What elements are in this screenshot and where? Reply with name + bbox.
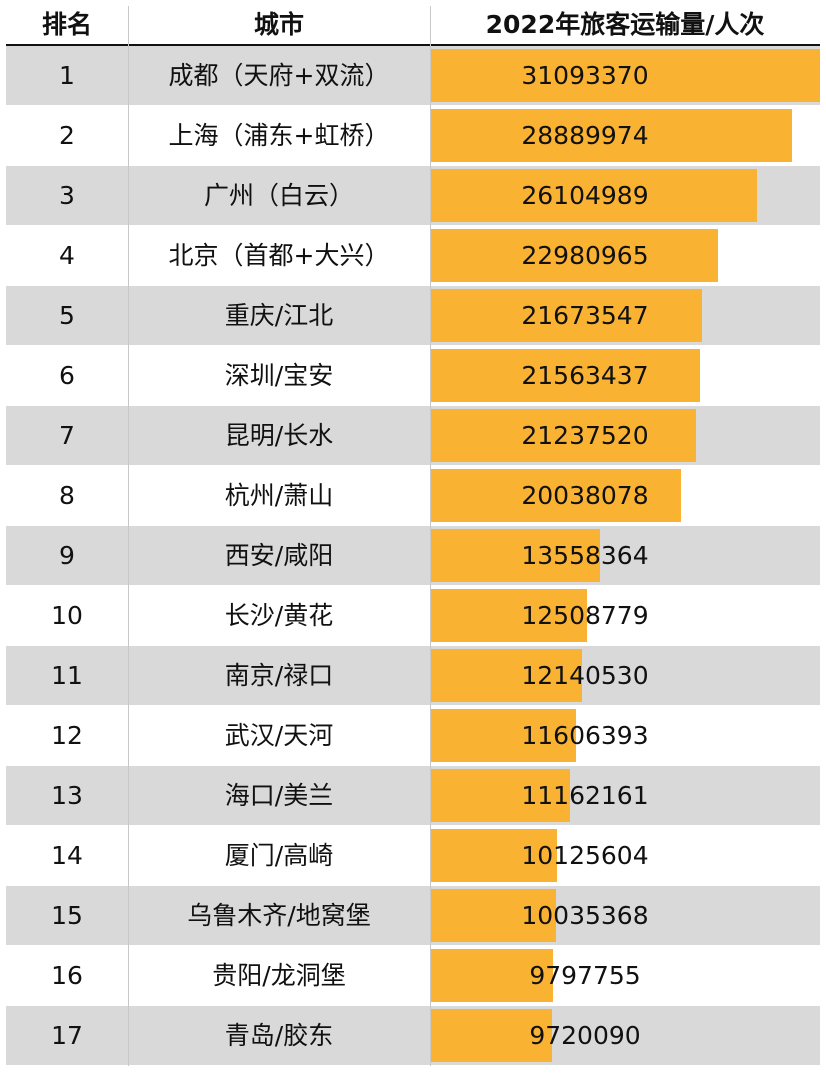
column-divider <box>128 6 129 1066</box>
bar <box>430 409 696 462</box>
bar <box>430 889 556 942</box>
city-cell: 上海（浦东+虹桥） <box>168 121 390 150</box>
value-label: 31093370 <box>521 61 649 90</box>
city-cell: 昆明/长水 <box>224 421 334 450</box>
bar <box>430 769 570 822</box>
bar <box>430 349 700 402</box>
rank-cell: 12 <box>51 721 83 750</box>
table-row: 6 深圳/宝安 21563437 <box>6 346 820 406</box>
table-row: 7 昆明/长水 21237520 <box>6 406 820 466</box>
bar <box>430 229 718 282</box>
value-label: 10035368 <box>521 901 649 930</box>
table-row: 11 南京/禄口 12140530 <box>6 646 820 706</box>
city-cell: 南京/禄口 <box>224 661 334 690</box>
city-cell: 杭州/萧山 <box>224 481 334 510</box>
rank-cell: 14 <box>51 841 83 870</box>
rank-cell: 1 <box>59 61 75 90</box>
rank-cell: 16 <box>51 961 83 990</box>
rank-cell: 17 <box>51 1021 83 1050</box>
table-body: 1 成都（天府+双流） 31093370 2 上海（浦东+虹桥） 28889974 3 广州（… <box>6 46 820 1066</box>
bar <box>430 49 820 102</box>
table-row: 15 乌鲁木齐/地窝堡 10035368 <box>6 886 820 946</box>
city-cell: 深圳/宝安 <box>224 361 334 390</box>
city-cell: 成都（天府+双流） <box>168 61 390 90</box>
rank-cell: 7 <box>59 421 75 450</box>
bar <box>430 289 702 342</box>
bar <box>430 169 757 222</box>
bar <box>430 1009 552 1062</box>
city-cell: 贵阳/龙洞堡 <box>212 961 346 990</box>
table-row: 17 青岛/胶东 9720090 <box>6 1006 820 1066</box>
table-row: 16 贵阳/龙洞堡 9797755 <box>6 946 820 1006</box>
city-cell: 青岛/胶东 <box>224 1021 334 1050</box>
bar <box>430 109 792 162</box>
table-row: 8 杭州/萧山 20038078 <box>6 466 820 526</box>
city-cell: 乌鲁木齐/地窝堡 <box>187 901 371 930</box>
value-label: 28889974 <box>521 121 649 150</box>
rank-cell: 10 <box>51 601 83 630</box>
value-label: 22980965 <box>521 241 649 270</box>
ranking-table: 排名 城市 2022年旅客运输量/人次 1 成都（天府+双流） 31093370 2 上… <box>6 6 820 1066</box>
bar <box>430 709 576 762</box>
value-label: 12140530 <box>521 661 649 690</box>
value-label: 21563437 <box>521 361 649 390</box>
bar <box>430 589 587 642</box>
value-label: 26104989 <box>521 181 649 210</box>
value-label: 12508779 <box>521 601 649 630</box>
city-cell: 长沙/黄花 <box>224 601 334 630</box>
rank-cell: 8 <box>59 481 75 510</box>
table-row: 14 厦门/高崎 10125604 <box>6 826 820 886</box>
city-cell: 海口/美兰 <box>224 781 334 810</box>
rank-cell: 13 <box>51 781 83 810</box>
table-row: 10 长沙/黄花 12508779 <box>6 586 820 646</box>
table-row: 9 西安/咸阳 13558364 <box>6 526 820 586</box>
rank-cell: 5 <box>59 301 75 330</box>
rank-cell: 3 <box>59 181 75 210</box>
table-row: 3 广州（白云） 26104989 <box>6 166 820 226</box>
bar <box>430 949 553 1002</box>
table-row: 13 海口/美兰 11162161 <box>6 766 820 826</box>
rank-cell: 9 <box>59 541 75 570</box>
rank-cell: 15 <box>51 901 83 930</box>
bar <box>430 469 681 522</box>
column-divider <box>430 6 431 1066</box>
city-cell: 武汉/天河 <box>224 721 334 750</box>
table-row: 1 成都（天府+双流） 31093370 <box>6 46 820 106</box>
city-cell: 西安/咸阳 <box>224 541 334 570</box>
value-label: 13558364 <box>521 541 649 570</box>
header-city: 城市 <box>253 10 304 39</box>
header-value: 2022年旅客运输量/人次 <box>485 10 765 39</box>
rank-cell: 6 <box>59 361 75 390</box>
value-label: 9797755 <box>529 961 641 990</box>
table-row: 4 北京（首都+大兴） 22980965 <box>6 226 820 286</box>
value-label: 20038078 <box>521 481 649 510</box>
value-label: 11162161 <box>521 781 649 810</box>
city-cell: 厦门/高崎 <box>224 841 334 870</box>
rank-cell: 4 <box>59 241 75 270</box>
city-cell: 重庆/江北 <box>224 301 334 330</box>
table-row: 5 重庆/江北 21673547 <box>6 286 820 346</box>
value-label: 10125604 <box>521 841 649 870</box>
bar <box>430 829 557 882</box>
header-rank: 排名 <box>41 10 92 39</box>
table-header: 排名 城市 2022年旅客运输量/人次 <box>6 6 820 46</box>
rank-cell: 2 <box>59 121 75 150</box>
table-row: 2 上海（浦东+虹桥） 28889974 <box>6 106 820 166</box>
table-row: 12 武汉/天河 11606393 <box>6 706 820 766</box>
value-label: 21237520 <box>521 421 649 450</box>
city-cell: 广州（白云） <box>203 181 354 210</box>
value-label: 11606393 <box>521 721 649 750</box>
bar <box>430 649 582 702</box>
bar <box>430 529 600 582</box>
rank-cell: 11 <box>51 661 83 690</box>
city-cell: 北京（首都+大兴） <box>168 241 390 270</box>
value-label: 9720090 <box>529 1021 641 1050</box>
value-label: 21673547 <box>521 301 649 330</box>
